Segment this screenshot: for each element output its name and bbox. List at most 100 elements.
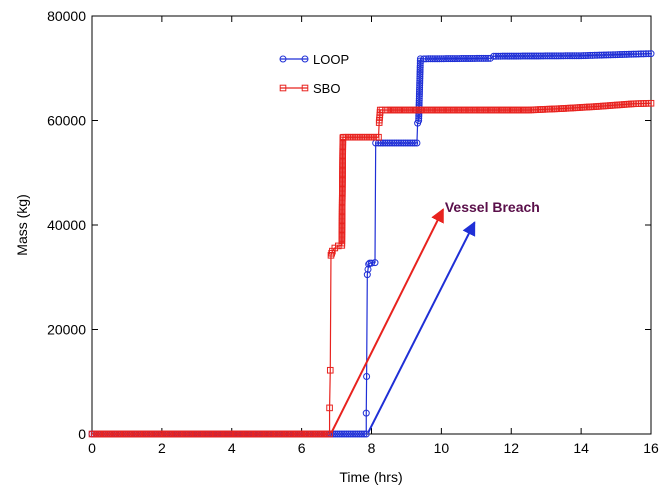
data-point: [331, 244, 339, 252]
data-point: [399, 139, 407, 147]
data-point: [473, 54, 481, 62]
data-point: [541, 52, 549, 60]
data-point: [336, 430, 344, 438]
data-point: [455, 55, 463, 63]
data-point: [532, 52, 540, 60]
data-point: [416, 75, 424, 83]
data-point: [420, 55, 428, 63]
data-point: [645, 50, 653, 58]
data-point: [586, 51, 594, 59]
data-point: [415, 99, 423, 107]
data-point: [501, 52, 509, 60]
data-point: [416, 68, 424, 76]
series-line-loop: [92, 53, 652, 435]
data-point: [393, 139, 401, 147]
x-tick-label: 6: [298, 440, 306, 456]
data-point: [444, 55, 452, 63]
data-point: [415, 117, 423, 124]
data-point: [508, 52, 516, 60]
data-point: [422, 55, 430, 63]
data-point: [371, 259, 379, 267]
x-tick-label: 8: [368, 440, 376, 456]
data-point: [528, 52, 536, 60]
data-point: [539, 52, 547, 60]
data-point: [546, 52, 554, 60]
data-point: [537, 52, 545, 60]
data-point: [334, 430, 342, 438]
data-point: [550, 52, 558, 60]
legend-marker: [301, 55, 309, 63]
data-point: [416, 57, 424, 65]
data-point: [326, 430, 333, 438]
legend: LOOP SBO: [279, 52, 349, 96]
data-point: [575, 52, 583, 60]
data-point: [598, 51, 606, 59]
data-point: [552, 52, 560, 60]
y-tick-label: 80000: [47, 8, 86, 24]
data-point: [611, 51, 619, 59]
plot-area: [91, 15, 652, 435]
data-point: [519, 52, 527, 60]
data-point: [340, 430, 348, 438]
data-point: [582, 52, 590, 60]
data-point: [415, 114, 423, 122]
data-point: [416, 70, 424, 78]
data-point: [435, 55, 443, 63]
data-point: [564, 52, 572, 60]
data-point: [490, 52, 498, 60]
data-point: [363, 271, 371, 279]
data-point: [402, 139, 410, 147]
data-point: [375, 133, 382, 141]
series-layer: [88, 50, 655, 438]
data-point: [561, 52, 569, 60]
data-point: [494, 52, 502, 60]
y-axis: 0 20000 40000 60000 80000: [47, 8, 651, 442]
data-point: [360, 430, 368, 438]
data-point: [347, 430, 355, 438]
data-point: [411, 139, 419, 147]
y-tick-label: 60000: [47, 113, 86, 129]
data-point: [415, 97, 423, 105]
legend-label: SBO: [313, 81, 340, 96]
data-point: [642, 50, 650, 58]
vessel-breach-arrow: [330, 208, 445, 434]
data-point: [381, 139, 389, 147]
data-point: [416, 72, 424, 80]
data-point: [326, 404, 333, 412]
data-point: [327, 252, 335, 259]
data-point: [451, 55, 459, 63]
data-point: [338, 430, 346, 438]
data-point: [499, 52, 507, 60]
series-sbo: [88, 99, 655, 438]
data-point: [427, 55, 435, 63]
data-point: [521, 52, 529, 60]
data-point: [368, 259, 375, 267]
data-point: [416, 61, 424, 69]
data-point: [477, 54, 485, 62]
data-point: [416, 86, 424, 94]
legend-label: LOOP: [313, 52, 349, 67]
data-point: [471, 54, 479, 62]
data-point: [480, 54, 488, 62]
data-point: [438, 55, 446, 63]
data-point: [349, 430, 357, 438]
data-point: [635, 50, 643, 58]
data-point: [530, 52, 538, 60]
data-point: [416, 79, 424, 87]
data-point: [406, 139, 414, 147]
data-point: [416, 59, 424, 67]
data-point: [591, 51, 599, 59]
data-point: [647, 99, 655, 107]
legend-item-sbo: SBO: [279, 81, 340, 96]
data-point: [523, 52, 531, 60]
data-point: [514, 52, 522, 60]
data-point: [618, 50, 626, 58]
data-point: [416, 83, 424, 91]
data-point: [607, 51, 615, 59]
data-point: [555, 52, 563, 60]
data-point: [577, 52, 585, 60]
data-point: [503, 52, 511, 60]
legend-marker: [301, 84, 309, 92]
data-point: [433, 55, 441, 63]
data-point: [453, 55, 461, 63]
